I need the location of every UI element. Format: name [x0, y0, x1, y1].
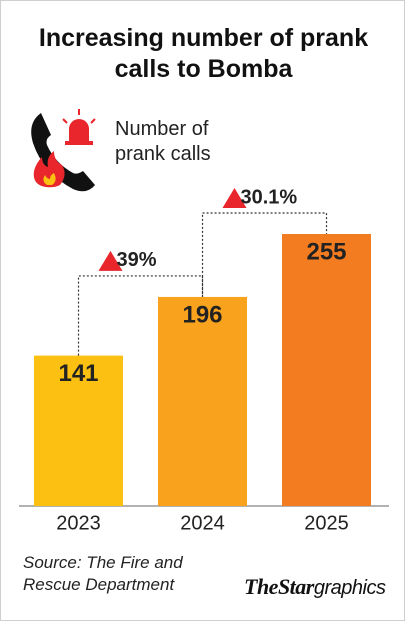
bar: [158, 296, 247, 506]
x-tick-label: 2024: [180, 512, 225, 534]
value-label: 196: [182, 301, 222, 328]
x-tick-label: 2023: [56, 512, 101, 534]
x-tick-label: 2025: [304, 512, 349, 534]
up-arrow: [98, 250, 123, 271]
bar: [282, 234, 371, 506]
change-connector: [77, 275, 204, 356]
legend-label: Number of prank calls: [115, 118, 211, 165]
change-label: 30.1%: [241, 186, 298, 208]
brand: TheStar: [244, 574, 314, 599]
icon: [31, 109, 96, 192]
change-connector: [201, 212, 328, 297]
source: Source: The Fire and Rescue Department: [23, 553, 183, 594]
credit: TheStargraphics: [244, 574, 386, 600]
value-label: 255: [306, 238, 346, 265]
brand-suffix: graphics: [313, 577, 386, 599]
up-arrow: [222, 188, 247, 208]
value-label: 141: [58, 360, 98, 387]
bar: [34, 355, 123, 506]
chart-title: Increasing number of prank calls to Bomb…: [38, 24, 369, 83]
change-label: 39%: [117, 249, 157, 271]
